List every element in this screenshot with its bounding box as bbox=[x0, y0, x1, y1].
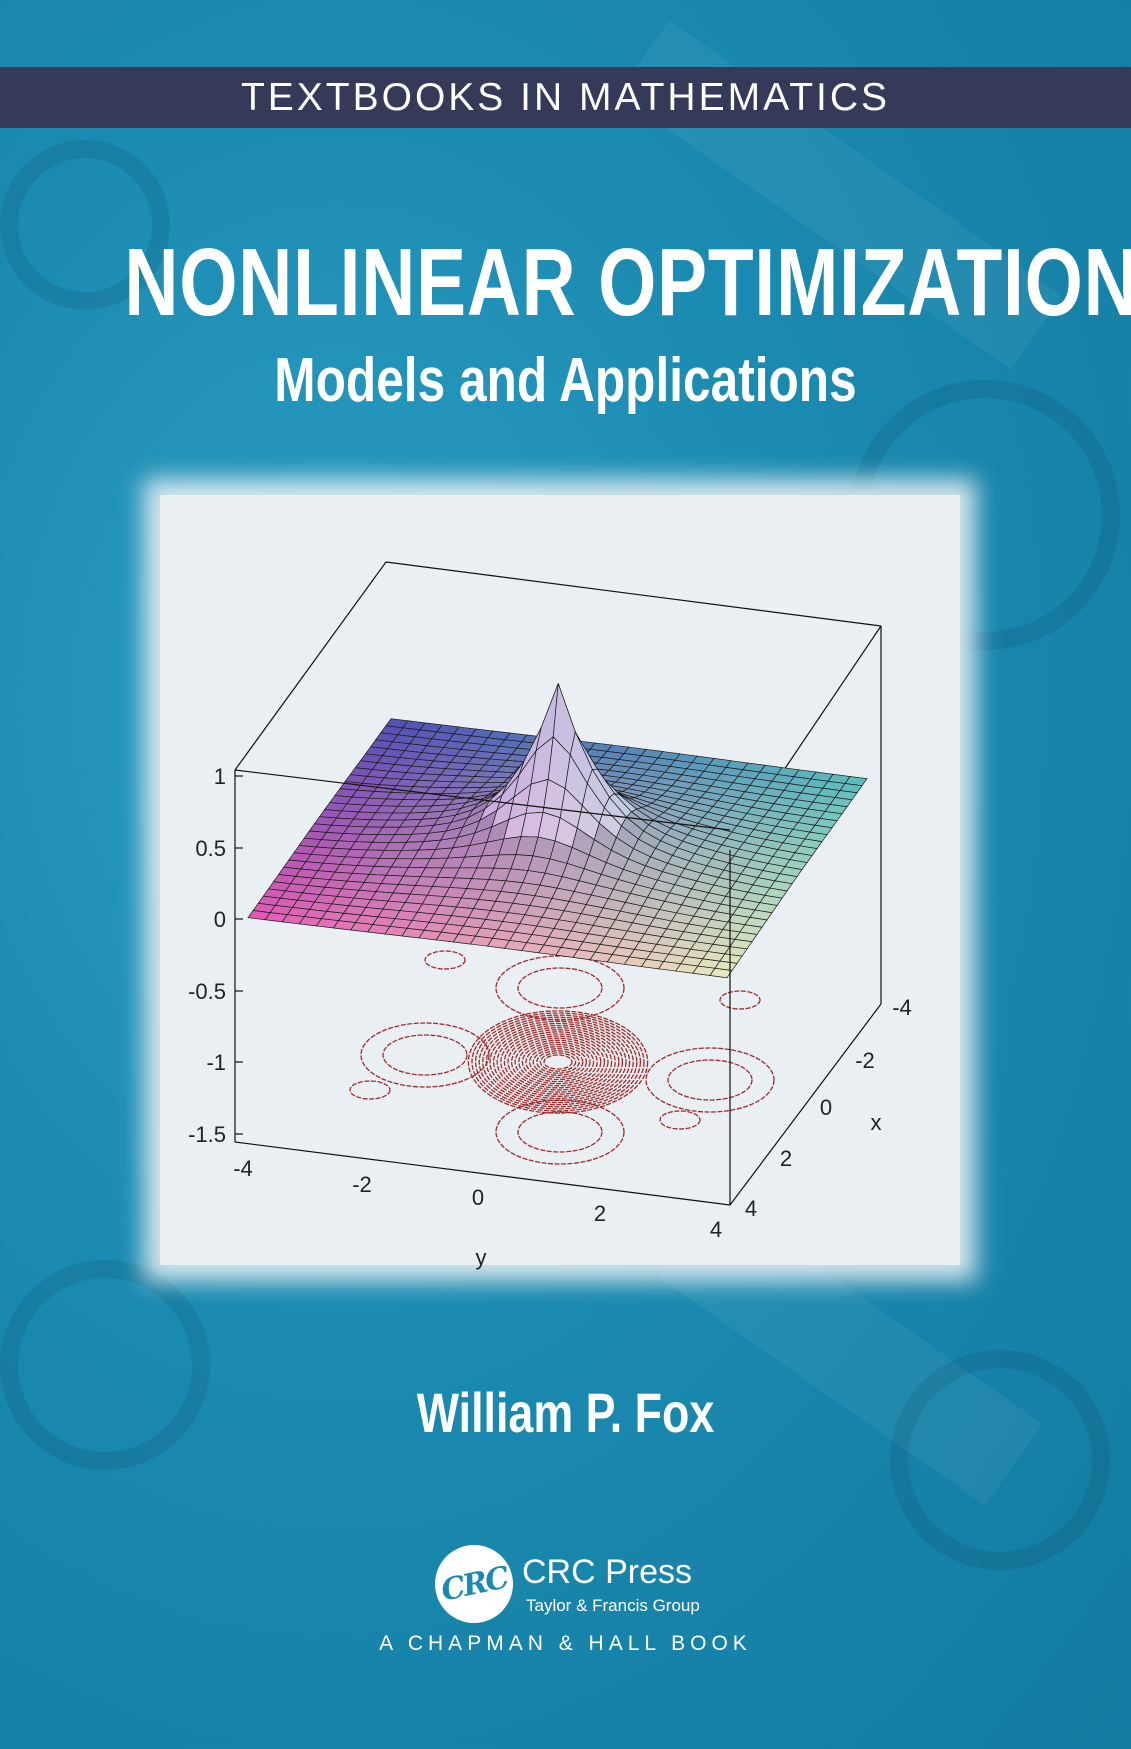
z-tick-label: 1 bbox=[214, 764, 226, 789]
contour-line bbox=[514, 1037, 602, 1087]
contour-line bbox=[500, 1029, 616, 1095]
y-axis bbox=[234, 1141, 731, 1206]
x-tick-label: 4 bbox=[745, 1196, 757, 1221]
contour-line bbox=[517, 967, 603, 1009]
z-tick-label: -1 bbox=[206, 1050, 226, 1075]
contour-line bbox=[471, 1012, 645, 1112]
contour-line bbox=[474, 1014, 642, 1110]
contour-line bbox=[495, 1099, 625, 1165]
contour-line bbox=[478, 1016, 638, 1108]
book-subtitle: Models and Applications bbox=[274, 346, 857, 415]
y-tick-label: -4 bbox=[233, 1156, 253, 1181]
crc-logo: CRC bbox=[435, 1545, 513, 1623]
contour-line bbox=[424, 950, 466, 970]
z-tick-label: -1.5 bbox=[188, 1122, 226, 1147]
contour-line bbox=[539, 1052, 577, 1072]
y-tick-label: 0 bbox=[472, 1185, 484, 1210]
x-tick-label: 0 bbox=[820, 1095, 832, 1120]
x-tick-label: 2 bbox=[780, 1146, 792, 1171]
contour-line bbox=[521, 1041, 595, 1083]
box-edge bbox=[385, 561, 882, 627]
contour-line bbox=[507, 1033, 609, 1091]
contour-line bbox=[517, 1111, 603, 1153]
publisher-name: CRC Press bbox=[522, 1553, 693, 1591]
contour-line bbox=[492, 1024, 624, 1100]
book-title: NONLINEAR OPTIMIZATION bbox=[124, 229, 1131, 336]
contour-line bbox=[496, 1027, 620, 1097]
contour-line bbox=[467, 1010, 649, 1114]
box-edge bbox=[234, 769, 731, 831]
contour-line bbox=[495, 955, 625, 1021]
contour-line bbox=[532, 1048, 584, 1076]
surface-mesh-cell bbox=[709, 967, 733, 979]
y-axis-label: y bbox=[476, 1245, 487, 1270]
contour-line bbox=[667, 1059, 753, 1101]
crc-logo-text: CRC bbox=[437, 1559, 511, 1609]
z-tick-label: 0 bbox=[214, 907, 226, 932]
y-tick-label: 4 bbox=[710, 1217, 722, 1242]
series-label: TEXTBOOKS IN MATHEMATICS bbox=[240, 75, 891, 119]
contour-line bbox=[659, 1110, 701, 1130]
contour-line bbox=[525, 1043, 591, 1081]
contour-line bbox=[518, 1039, 598, 1085]
z-tick-label: 0.5 bbox=[195, 836, 226, 861]
contour-line bbox=[489, 1022, 627, 1102]
contour-line bbox=[503, 1031, 613, 1093]
publisher-imprint: A CHAPMAN & HALL BOOK bbox=[379, 1632, 752, 1655]
contour-line bbox=[482, 1018, 634, 1106]
x-tick-label: -2 bbox=[855, 1048, 875, 1073]
contour-line bbox=[485, 1020, 631, 1104]
y-tick-label: 2 bbox=[594, 1201, 606, 1226]
publisher-group: Taylor & Francis Group bbox=[526, 1596, 700, 1615]
contour-line bbox=[528, 1045, 588, 1079]
series-banner: TEXTBOOKS IN MATHEMATICS bbox=[0, 67, 1131, 128]
y-tick-label: -2 bbox=[352, 1172, 372, 1197]
contour-line bbox=[543, 1054, 573, 1070]
contour-line bbox=[360, 1022, 490, 1088]
contour-line bbox=[719, 990, 761, 1010]
z-tick-label: -0.5 bbox=[188, 979, 226, 1004]
contour-line bbox=[349, 1080, 391, 1100]
x-axis-label: x bbox=[871, 1110, 882, 1135]
author-name: William P. Fox bbox=[416, 1381, 715, 1444]
contour-line bbox=[382, 1034, 468, 1076]
box-edge bbox=[234, 561, 387, 771]
x-tick-label: -4 bbox=[892, 995, 912, 1020]
contour-line bbox=[510, 1035, 606, 1089]
contour-line bbox=[536, 1050, 580, 1074]
contour-line bbox=[645, 1047, 775, 1113]
x-axis bbox=[729, 1003, 882, 1206]
